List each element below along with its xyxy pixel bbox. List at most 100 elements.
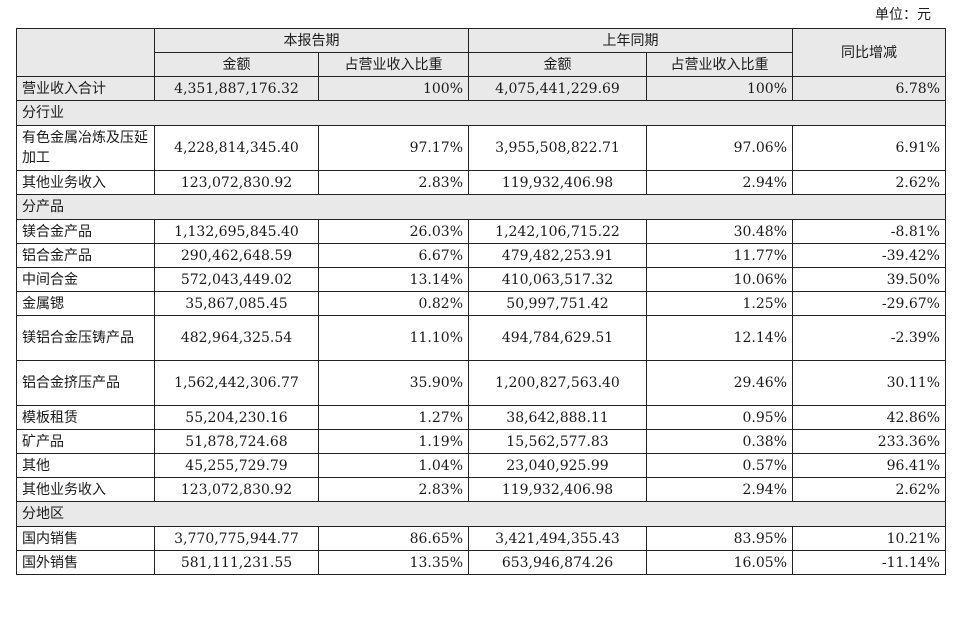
cur-share-header: 占营业收入比重 <box>318 52 469 77</box>
cur-share-cell: 97.17% <box>318 125 469 171</box>
cur-share-cell: 13.14% <box>318 267 469 292</box>
section-title: 分地区 <box>16 501 946 527</box>
cur-amount-cell: 123,072,830.92 <box>154 170 319 195</box>
cur-amount-header: 金额 <box>154 52 319 77</box>
yoy-cell: -29.67% <box>792 291 946 316</box>
prev-amount-cell: 38,642,888.11 <box>468 405 647 430</box>
yoy-header: 同比增减 <box>792 28 946 77</box>
row-label: 模板租赁 <box>16 405 155 430</box>
yoy-cell: 42.86% <box>792 405 946 430</box>
row-label: 国外销售 <box>16 550 155 575</box>
cur-share-cell: 2.83% <box>318 170 469 195</box>
row-label: 镁合金产品 <box>16 219 155 244</box>
prev-share-cell: 11.77% <box>646 243 793 268</box>
prev-amount-cell: 23,040,925.99 <box>468 453 647 478</box>
prev-amount-cell: 653,946,874.26 <box>468 550 647 575</box>
cur-amount-cell: 45,255,729.79 <box>154 453 319 478</box>
table-row: 中间合金 572,043,449.02 13.14% 410,063,517.32 10… <box>16 267 946 292</box>
table-row: 铝合金产品 290,462,648.59 6.67% 479,482,253.91 11… <box>16 243 946 268</box>
section-title: 分行业 <box>16 100 946 126</box>
prev-share-cell: 0.57% <box>646 453 793 478</box>
section-row: 分行业 <box>16 100 946 126</box>
section-title: 分产品 <box>16 194 946 220</box>
yoy-cell: 233.36% <box>792 429 946 454</box>
yoy-cell: 6.78% <box>792 76 946 101</box>
table-row: 模板租赁 55,204,230.16 1.27% 38,642,888.11 0.95%… <box>16 405 946 430</box>
table-body: 营业收入合计 4,351,887,176.32 100% 4,075,441,2… <box>16 76 946 575</box>
cur-share-cell: 1.19% <box>318 429 469 454</box>
yoy-cell: 2.62% <box>792 170 946 195</box>
row-label: 金属锶 <box>16 291 155 316</box>
cur-share-cell: 86.65% <box>318 526 469 551</box>
table-row: 镁铝合金压铸产品 482,964,325.54 11.10% 494,784,629.… <box>16 315 946 361</box>
prev-share-cell: 2.94% <box>646 477 793 502</box>
row-label: 矿产品 <box>16 429 155 454</box>
table-row: 国内销售 3,770,775,944.77 86.65% 3,421,494,355.… <box>16 526 946 551</box>
prev-amount-cell: 119,932,406.98 <box>468 477 647 502</box>
row-label: 镁铝合金压铸产品 <box>16 315 155 361</box>
prev-amount-cell: 3,955,508,822.71 <box>468 125 647 171</box>
yoy-cell: -2.39% <box>792 315 946 361</box>
prev-amount-header: 金额 <box>468 52 647 77</box>
prev-share-cell: 2.94% <box>646 170 793 195</box>
cur-share-cell: 2.83% <box>318 477 469 502</box>
table-row: 其他 45,255,729.79 1.04% 23,040,925.99 0.57% 96… <box>16 453 946 478</box>
revenue-table: 本报告期 上年同期 同比增减 金额 占营业收入比重 金额 占营业收入比重 营业收… <box>16 28 946 575</box>
cur-share-cell: 1.27% <box>318 405 469 430</box>
prev-share-cell: 1.25% <box>646 291 793 316</box>
prev-amount-cell: 3,421,494,355.43 <box>468 526 647 551</box>
table-row: 有色金属冶炼及压延加工 4,228,814,345.40 97.17% 3,955,5… <box>16 125 946 171</box>
prev-amount-cell: 119,932,406.98 <box>468 170 647 195</box>
yoy-cell: 30.11% <box>792 360 946 406</box>
prev-share-cell: 29.46% <box>646 360 793 406</box>
unit-label: 单位：元 <box>875 7 931 23</box>
cur-amount-cell: 3,770,775,944.77 <box>154 526 319 551</box>
cur-amount-cell: 4,228,814,345.40 <box>154 125 319 171</box>
prev-amount-cell: 479,482,253.91 <box>468 243 647 268</box>
table-row: 其他业务收入 123,072,830.92 2.83% 119,932,406.98 2… <box>16 170 946 195</box>
table-row: 其他业务收入 123,072,830.92 2.83% 119,932,406.98 2… <box>16 477 946 502</box>
section-row: 分地区 <box>16 501 946 527</box>
table-header: 本报告期 上年同期 同比增减 金额 占营业收入比重 金额 占营业收入比重 <box>16 28 946 77</box>
prev-share-cell: 83.95% <box>646 526 793 551</box>
cur-amount-cell: 482,964,325.54 <box>154 315 319 361</box>
prev-share-cell: 30.48% <box>646 219 793 244</box>
row-label: 国内销售 <box>16 526 155 551</box>
prev-share-cell: 12.14% <box>646 315 793 361</box>
yoy-cell: -11.14% <box>792 550 946 575</box>
cur-share-cell: 35.90% <box>318 360 469 406</box>
prev-share-cell: 16.05% <box>646 550 793 575</box>
corner-cell <box>16 28 155 77</box>
row-label: 其他业务收入 <box>16 477 155 502</box>
prev-amount-cell: 1,242,106,715.22 <box>468 219 647 244</box>
cur-share-cell: 11.10% <box>318 315 469 361</box>
yoy-cell: -8.81% <box>792 219 946 244</box>
cur-share-cell: 13.35% <box>318 550 469 575</box>
yoy-cell: -39.42% <box>792 243 946 268</box>
yoy-cell: 39.50% <box>792 267 946 292</box>
row-label: 铝合金挤压产品 <box>16 360 155 406</box>
cur-amount-cell: 1,132,695,845.40 <box>154 219 319 244</box>
total-row: 营业收入合计 4,351,887,176.32 100% 4,075,441,2… <box>16 76 946 101</box>
yoy-cell: 6.91% <box>792 125 946 171</box>
cur-share-cell: 26.03% <box>318 219 469 244</box>
table-row: 国外销售 581,111,231.55 13.35% 653,946,874.26 16… <box>16 550 946 575</box>
prior-period-header: 上年同期 <box>468 28 793 53</box>
cur-amount-cell: 51,878,724.68 <box>154 429 319 454</box>
cur-amount-cell: 123,072,830.92 <box>154 477 319 502</box>
prev-amount-cell: 410,063,517.32 <box>468 267 647 292</box>
current-period-header: 本报告期 <box>154 28 469 53</box>
prev-amount-cell: 494,784,629.51 <box>468 315 647 361</box>
prev-share-cell: 0.38% <box>646 429 793 454</box>
cur-amount-cell: 1,562,442,306.77 <box>154 360 319 406</box>
row-label: 其他业务收入 <box>16 170 155 195</box>
yoy-cell: 10.21% <box>792 526 946 551</box>
cur-share-cell: 6.67% <box>318 243 469 268</box>
row-label: 有色金属冶炼及压延加工 <box>16 125 155 171</box>
table-row: 矿产品 51,878,724.68 1.19% 15,562,577.83 0.38% 2… <box>16 429 946 454</box>
yoy-cell: 2.62% <box>792 477 946 502</box>
table-row: 金属锶 35,867,085.45 0.82% 50,997,751.42 1.25% -… <box>16 291 946 316</box>
prev-share-header: 占营业收入比重 <box>646 52 793 77</box>
prev-amount-cell: 1,200,827,563.40 <box>468 360 647 406</box>
table-row: 铝合金挤压产品 1,562,442,306.77 35.90% 1,200,827,5… <box>16 360 946 406</box>
